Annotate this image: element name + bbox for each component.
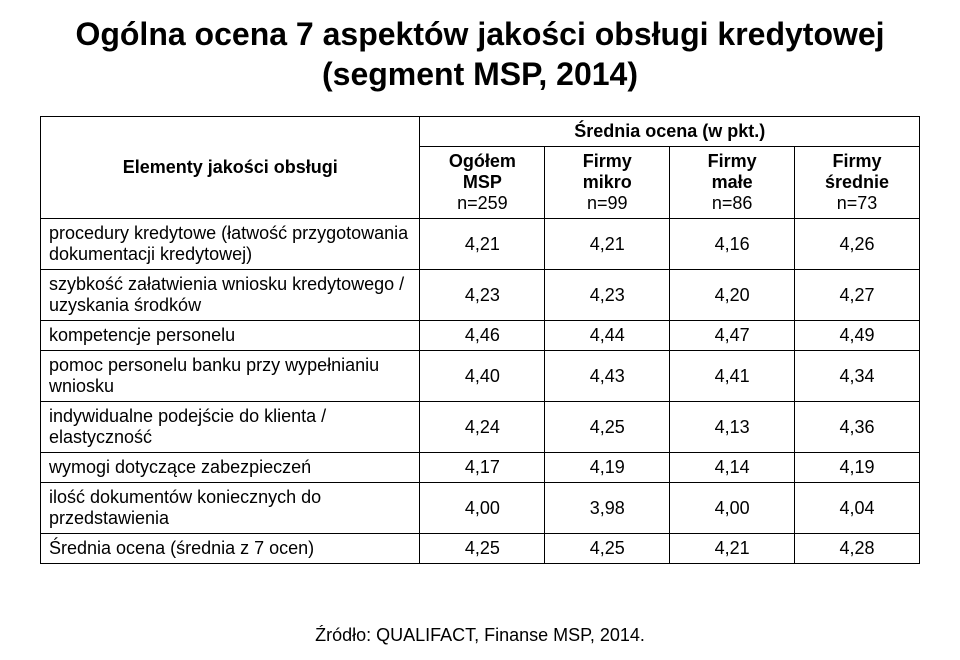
- cell: 4,13: [670, 402, 795, 453]
- col0-l1: Ogółem: [449, 151, 516, 171]
- col3-l1: Firmy: [833, 151, 882, 171]
- col1-l1: Firmy: [583, 151, 632, 171]
- row-header-cell: Elementy jakości obsługi: [41, 117, 420, 219]
- data-table: Elementy jakości obsługi Średnia ocena (…: [40, 116, 920, 564]
- cell: 4,49: [795, 321, 920, 351]
- cell: 4,20: [670, 270, 795, 321]
- row-header-label: Elementy jakości obsługi: [123, 157, 338, 177]
- row-label: wymogi dotyczące zabezpieczeń: [41, 453, 420, 483]
- table-row: ilość dokumentów koniecznych do przedsta…: [41, 483, 920, 534]
- cell: 4,47: [670, 321, 795, 351]
- cell: 4,40: [420, 351, 545, 402]
- cell: 4,14: [670, 453, 795, 483]
- cell: 4,23: [420, 270, 545, 321]
- cell: 4,00: [670, 483, 795, 534]
- title-line-1: Ogólna ocena 7 aspektów jakości obsługi …: [75, 16, 884, 52]
- row-label: procedury kredytowe (łatwość przygotowan…: [41, 219, 420, 270]
- cell: 4,19: [545, 453, 670, 483]
- cell: 4,21: [420, 219, 545, 270]
- table-row: procedury kredytowe (łatwość przygotowan…: [41, 219, 920, 270]
- col3-n: n=73: [803, 193, 911, 214]
- row-label: kompetencje personelu: [41, 321, 420, 351]
- summary-row: Średnia ocena (średnia z 7 ocen) 4,25 4,…: [41, 534, 920, 564]
- page-title: Ogólna ocena 7 aspektów jakości obsługi …: [30, 14, 930, 94]
- col-header-2: Firmy małe n=86: [670, 147, 795, 219]
- cell: 4,46: [420, 321, 545, 351]
- row-label: pomoc personelu banku przy wypełnianiu w…: [41, 351, 420, 402]
- cell: 4,24: [420, 402, 545, 453]
- cell: 4,19: [795, 453, 920, 483]
- cell: 3,98: [545, 483, 670, 534]
- table-row: indywidualne podejście do klienta / elas…: [41, 402, 920, 453]
- cell: 4,34: [795, 351, 920, 402]
- cell: 4,00: [420, 483, 545, 534]
- col1-n: n=99: [553, 193, 661, 214]
- col0-l2: MSP: [463, 172, 502, 192]
- cell: 4,16: [670, 219, 795, 270]
- col2-n: n=86: [678, 193, 786, 214]
- table-row: szybkość załatwienia wniosku kredytowego…: [41, 270, 920, 321]
- cell: 4,25: [545, 402, 670, 453]
- col-header-1: Firmy mikro n=99: [545, 147, 670, 219]
- cell: 4,36: [795, 402, 920, 453]
- col2-l1: Firmy: [708, 151, 757, 171]
- source-citation: Źródło: QUALIFACT, Finanse MSP, 2014.: [0, 625, 960, 646]
- cell: 4,27: [795, 270, 920, 321]
- table-row: kompetencje personelu 4,46 4,44 4,47 4,4…: [41, 321, 920, 351]
- superheader-label: Średnia ocena (w pkt.): [574, 121, 765, 141]
- col2-l2: małe: [712, 172, 753, 192]
- summary-label: Średnia ocena (średnia z 7 ocen): [41, 534, 420, 564]
- row-label: indywidualne podejście do klienta / elas…: [41, 402, 420, 453]
- col-header-3: Firmy średnie n=73: [795, 147, 920, 219]
- page: Ogólna ocena 7 aspektów jakości obsługi …: [0, 0, 960, 660]
- title-line-2: (segment MSP, 2014): [322, 56, 638, 92]
- summary-cell: 4,25: [545, 534, 670, 564]
- cell: 4,23: [545, 270, 670, 321]
- table-row: pomoc personelu banku przy wypełnianiu w…: [41, 351, 920, 402]
- summary-cell: 4,25: [420, 534, 545, 564]
- summary-cell: 4,21: [670, 534, 795, 564]
- col0-n: n=259: [428, 193, 536, 214]
- row-label: szybkość załatwienia wniosku kredytowego…: [41, 270, 420, 321]
- header-row-1: Elementy jakości obsługi Średnia ocena (…: [41, 117, 920, 147]
- cell: 4,17: [420, 453, 545, 483]
- cell: 4,44: [545, 321, 670, 351]
- col-header-0: Ogółem MSP n=259: [420, 147, 545, 219]
- cell: 4,21: [545, 219, 670, 270]
- cell: 4,43: [545, 351, 670, 402]
- cell: 4,26: [795, 219, 920, 270]
- col3-l2: średnie: [825, 172, 889, 192]
- cell: 4,41: [670, 351, 795, 402]
- summary-cell: 4,28: [795, 534, 920, 564]
- cell: 4,04: [795, 483, 920, 534]
- table-row: wymogi dotyczące zabezpieczeń 4,17 4,19 …: [41, 453, 920, 483]
- col1-l2: mikro: [583, 172, 632, 192]
- superheader-cell: Średnia ocena (w pkt.): [420, 117, 920, 147]
- row-label: ilość dokumentów koniecznych do przedsta…: [41, 483, 420, 534]
